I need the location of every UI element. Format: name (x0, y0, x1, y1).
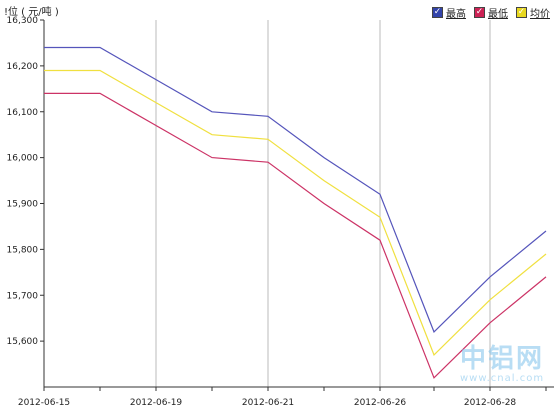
watermark-logo-text: 中铝网 (460, 344, 545, 374)
y-tick-label: 15,700 (7, 291, 39, 301)
axes (40, 19, 554, 391)
y-tick-label: 16,300 (7, 16, 39, 26)
legend-label-high[interactable]: 最高 (446, 9, 466, 20)
series-lines (44, 46, 547, 379)
series-line-0 (44, 46, 547, 333)
checkbox-icon[interactable]: ✓ (516, 7, 527, 18)
y-tick-label: 15,600 (7, 337, 39, 347)
x-tick-label: 2012-06-19 (130, 398, 183, 408)
y-unit-label: !位 ( 元/吨 ) (4, 7, 59, 18)
grid (155, 20, 491, 387)
checkbox-icon[interactable]: ✓ (432, 7, 443, 18)
y-tick-label: 16,100 (7, 108, 39, 118)
y-tick-label: 15,900 (7, 200, 39, 210)
y-tick-label: 16,000 (7, 154, 39, 164)
legend-item-low[interactable]: ✓ 最低 (474, 5, 508, 20)
y-tick-label: 15,800 (7, 245, 39, 255)
x-tick-label: 2012-06-21 (242, 398, 294, 408)
watermark-url: www.cnal.com (460, 373, 545, 384)
watermark: 中铝网 www.cnal.com (460, 345, 544, 385)
x-tick-label: 2012-06-26 (354, 398, 407, 408)
x-tick-label: 2012-06-28 (464, 398, 517, 408)
series-line-2 (44, 69, 547, 356)
y-tick-label: 16,200 (7, 62, 39, 72)
legend: ✓ 最高 ✓ 最低 ✓ 均价 (432, 5, 550, 20)
x-tick-label: 2012-06-15 (18, 398, 70, 408)
checkbox-icon[interactable]: ✓ (474, 7, 485, 18)
legend-item-high[interactable]: ✓ 最高 (432, 5, 466, 20)
legend-label-avg[interactable]: 均价 (530, 9, 550, 20)
x-tick-labels: 2012-06-15 2012-06-19 2012-06-21 2012-06-26… (18, 398, 517, 408)
y-tick-labels: 15,600 15,700 15,800 15,900 16,000 16,100 16,2… (7, 16, 39, 347)
legend-item-avg[interactable]: ✓ 均价 (516, 5, 550, 20)
series-line-1 (44, 92, 547, 379)
legend-label-low[interactable]: 最低 (488, 9, 508, 20)
